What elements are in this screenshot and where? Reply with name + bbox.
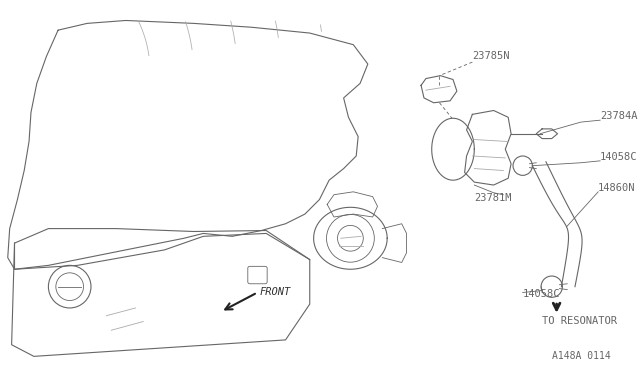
Text: 14058C: 14058C	[600, 152, 637, 162]
Text: 14058C: 14058C	[523, 289, 560, 299]
Text: 23784A: 23784A	[600, 111, 637, 121]
Text: FRONT: FRONT	[259, 286, 291, 296]
Text: 23781M: 23781M	[474, 193, 512, 203]
Text: TO RESONATOR: TO RESONATOR	[542, 315, 617, 326]
Text: 23785N: 23785N	[472, 51, 510, 61]
Text: A148A 0114: A148A 0114	[552, 352, 611, 361]
Text: 14860N: 14860N	[598, 183, 636, 193]
